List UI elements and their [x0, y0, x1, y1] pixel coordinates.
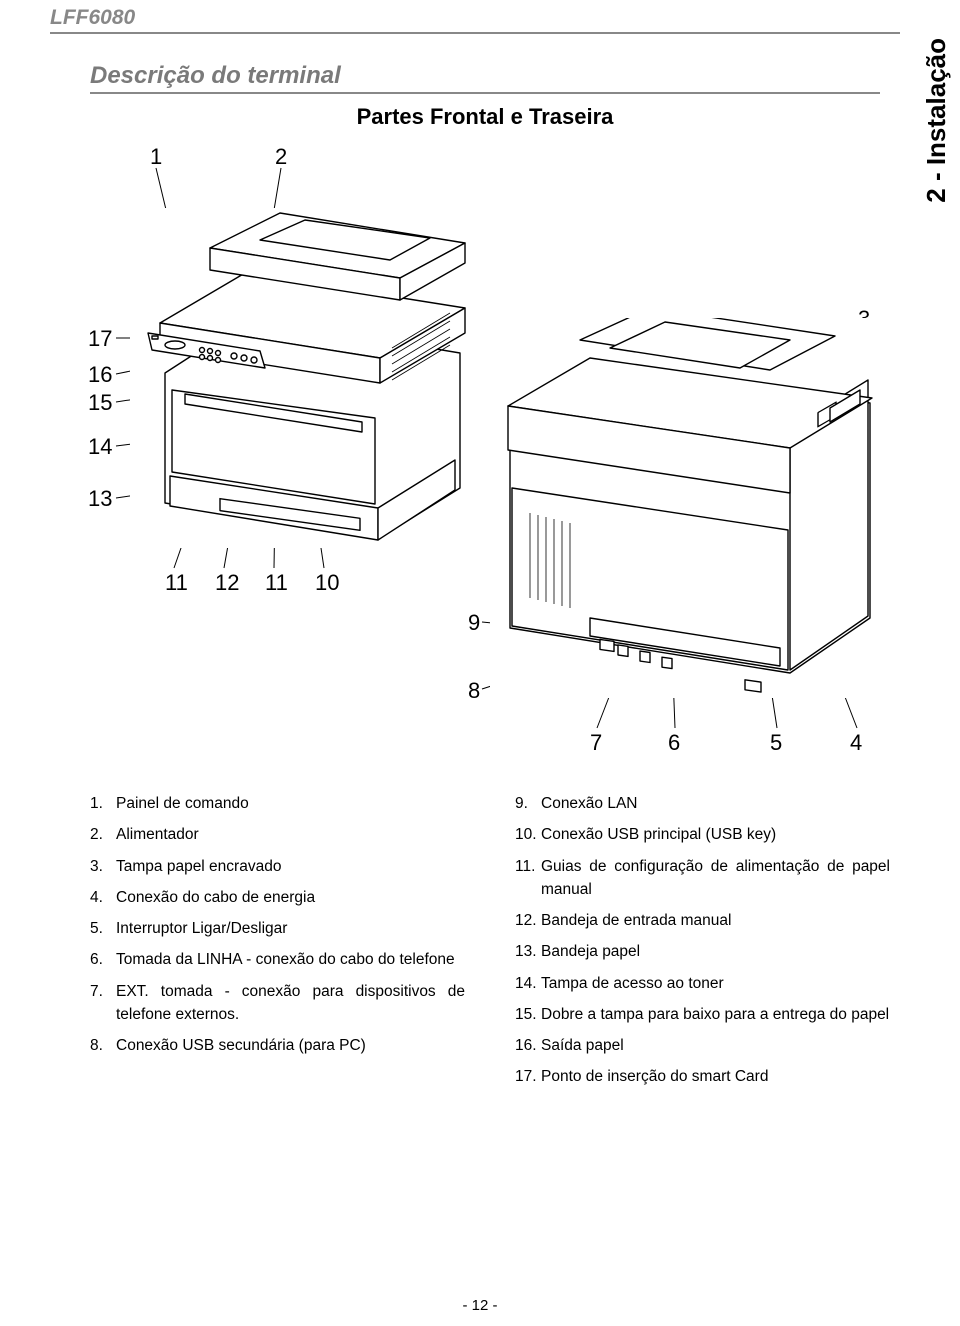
legend-item: 10.Conexão USB principal (USB key)	[515, 823, 890, 846]
legend-item: 1.Painel de comando	[90, 792, 465, 815]
printer-front-illustration	[130, 208, 490, 548]
legend-item: 2.Alimentador	[90, 823, 465, 846]
legend-item: 5.Interruptor Ligar/Desligar	[90, 917, 465, 940]
model-header: LFF6080	[50, 0, 900, 34]
legend-item: 16.Saída papel	[515, 1034, 890, 1057]
legend-item: 7.EXT. tomada - conexão para dispositivo…	[90, 980, 465, 1027]
side-tab-label: 2 - Instalação	[921, 38, 952, 203]
diagram-area: 1 2 17 16 15 14 13 11 12 11 10 3 9 8 7 6…	[60, 138, 910, 768]
page-number: - 12 -	[0, 1297, 960, 1314]
legend-item: 8.Conexão USB secundária (para PC)	[90, 1034, 465, 1057]
legend-item: 4.Conexão do cabo de energia	[90, 886, 465, 909]
printer-rear-illustration	[490, 318, 890, 698]
legend-item: 9.Conexão LAN	[515, 792, 890, 815]
legend-item: 15.Dobre a tampa para baixo para a entre…	[515, 1003, 890, 1026]
legend-right-col: 9.Conexão LAN 10.Conexão USB principal (…	[515, 792, 890, 1097]
legend-item: 17.Ponto de inserção do smart Card	[515, 1065, 890, 1088]
figure-title: Partes Frontal e Traseira	[60, 104, 910, 130]
legend-item: 11.Guias de configuração de alimentação …	[515, 855, 890, 902]
legend-item: 14.Tampa de acesso ao toner	[515, 972, 890, 995]
legend-item: 3.Tampa papel encravado	[90, 855, 465, 878]
legend-left-col: 1.Painel de comando 2.Alimentador 3.Tamp…	[90, 792, 465, 1097]
legend-item: 13.Bandeja papel	[515, 940, 890, 963]
legend: 1.Painel de comando 2.Alimentador 3.Tamp…	[90, 792, 890, 1097]
legend-item: 6.Tomada da LINHA - conexão do cabo do t…	[90, 948, 465, 971]
legend-item: 12.Bandeja de entrada manual	[515, 909, 890, 932]
section-title: Descrição do terminal	[90, 62, 880, 94]
